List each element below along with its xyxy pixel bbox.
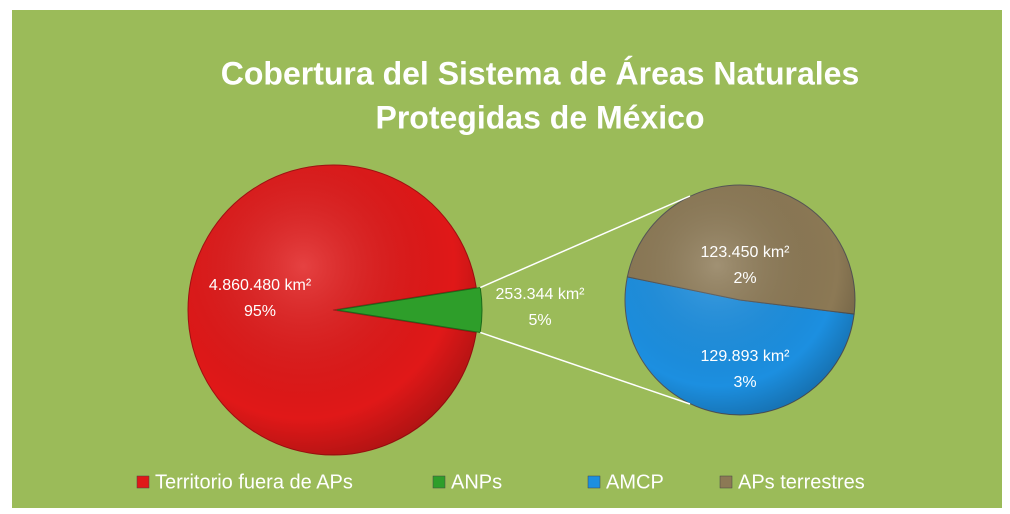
legend-swatch [136,475,150,489]
data-label: 129.893 km² [701,348,791,365]
data-label: 5% [528,312,551,329]
data-label: 3% [733,374,756,391]
data-label: 4.860.480 km² [209,277,312,294]
pie-slice [336,286,483,334]
data-label: 2% [733,270,756,287]
legend-swatch [432,475,446,489]
legend-swatch [719,475,733,489]
data-label: 95% [244,303,276,320]
chart-title: Cobertura del Sistema de Áreas Naturales [221,55,859,91]
legend-label: Territorio fuera de APs [155,471,353,493]
chart-title: Protegidas de México [376,99,705,135]
pie-shade [188,164,477,455]
data-label: 123.450 km² [701,244,791,261]
legend-label: ANPs [451,471,502,493]
legend-label: APs terrestres [738,471,865,493]
legend-swatch [587,475,601,489]
pie-shade [625,185,855,415]
connector-line [479,195,691,289]
connector-line [480,331,691,405]
data-label: 253.344 km² [496,286,586,303]
legend-label: AMCP [606,471,664,493]
